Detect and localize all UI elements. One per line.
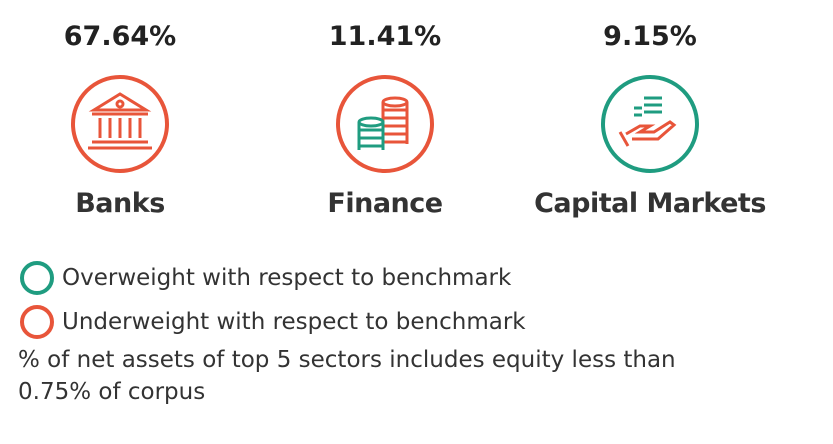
sector: 67.64% Banks [0,14,250,219]
hand-coins-icon [618,96,677,147]
legend-ring [20,305,54,339]
sector-icon [336,75,434,173]
sector-name: Banks [75,188,165,219]
sector-value: 67.64% [63,21,177,52]
sector-icon [601,75,699,173]
sector-ring [71,75,169,173]
sector-value: 9.15% [603,21,697,52]
sector: 9.15% Capital Markets [520,14,780,219]
legend-label: Overweight with respect to benchmark [62,265,512,291]
sector-name: Capital Markets [534,188,766,219]
legend-item: Overweight with respect to benchmark [18,260,511,296]
sector-ring [336,75,434,173]
bank-icon [88,92,152,150]
note: % of net assets of top 5 sectors include… [18,347,676,405]
sector-name: Finance [327,188,443,219]
legend-swatch [20,261,54,295]
legend-item: Underweight with respect to benchmark [18,304,526,340]
legend-swatch [20,305,54,339]
sector-value: 11.41% [328,21,442,52]
sector-icon [71,75,169,173]
sector-ring [601,75,699,173]
sector: 11.41% Finance [255,14,515,219]
legend-ring [20,261,54,295]
legend-label: Underweight with respect to benchmark [62,309,526,335]
coins-icon [357,96,409,150]
